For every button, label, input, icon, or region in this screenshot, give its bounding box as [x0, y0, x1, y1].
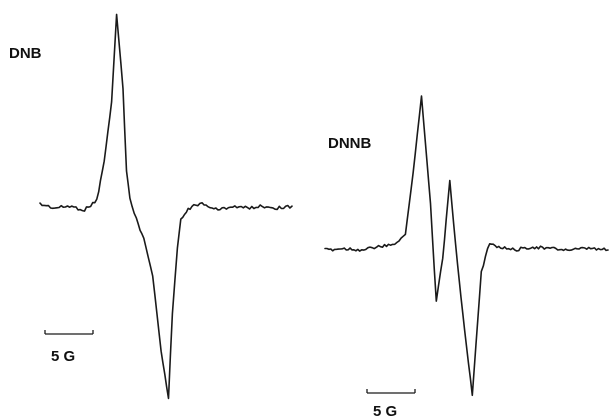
- dnnb-panel: DNNB 5 G: [324, 95, 609, 419]
- dnnb-spectrum-line: [324, 95, 609, 397]
- dnb-spectrum-line: [39, 13, 293, 400]
- dnnb-scale-label: 5 G: [373, 403, 397, 419]
- dnb-scale-label: 5 G: [51, 348, 75, 365]
- dnnb-title: DNNB: [328, 135, 371, 152]
- dnb-panel: DNB 5 G: [9, 13, 293, 400]
- dnb-title: DNB: [9, 45, 42, 62]
